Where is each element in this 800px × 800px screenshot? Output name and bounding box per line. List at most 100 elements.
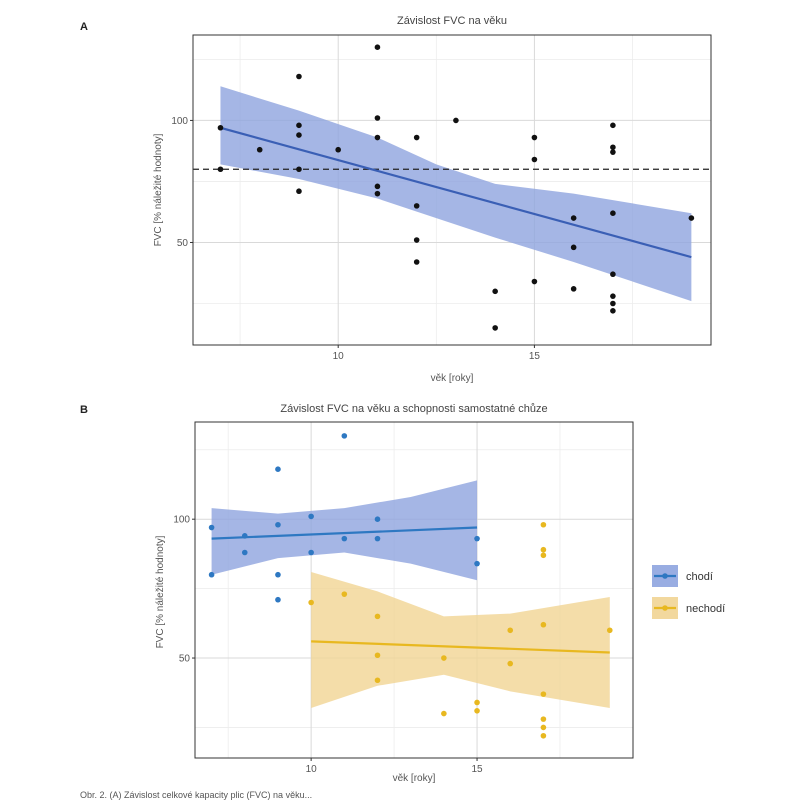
data-point: [374, 134, 381, 141]
data-point: [606, 627, 613, 634]
chart-a-plot: 10 15 50 100: [171, 34, 712, 362]
data-point: [507, 660, 514, 667]
x-tick-label: 10: [306, 764, 318, 775]
data-point: [570, 286, 577, 292]
data-point: [570, 244, 577, 251]
data-point: [531, 156, 538, 163]
chart-b-legend: chodí nechodí: [652, 565, 725, 619]
plot-frame: [194, 421, 634, 759]
data-point: [308, 513, 314, 520]
data-point: [374, 613, 381, 620]
data-point: [540, 621, 547, 628]
y-tick-label: 100: [171, 116, 188, 127]
y-tick-label: 50: [177, 238, 189, 249]
data-point: [296, 132, 302, 138]
data-point: [256, 146, 263, 153]
data-point: [570, 215, 577, 221]
data-point: [341, 591, 348, 597]
x-tick-label: 15: [529, 351, 541, 362]
data-point: [208, 524, 215, 531]
chart-a-ylabel: FVC [% náležité hodnoty]: [153, 133, 164, 246]
data-point: [241, 549, 248, 556]
plot-frame: [192, 34, 712, 346]
plot-background: [195, 422, 633, 758]
data-point: [413, 203, 420, 209]
data-point: [335, 146, 341, 153]
legend-key-point: [662, 573, 668, 579]
data-point: [540, 546, 547, 553]
data-point: [374, 183, 381, 190]
x-tick-label: 15: [471, 764, 483, 775]
data-point: [374, 516, 381, 522]
data-point: [474, 560, 480, 567]
data-point: [217, 124, 224, 131]
data-point: [474, 699, 480, 706]
panel-b-letter: B: [80, 404, 88, 416]
data-point: [610, 210, 616, 216]
data-point: [492, 288, 498, 295]
panel-a-letter: A: [80, 21, 88, 33]
data-point: [413, 237, 420, 243]
data-point: [341, 535, 348, 542]
chart-a-title: Závislost FVC na věku: [397, 15, 507, 27]
y-tick-label: 100: [173, 515, 190, 526]
legend-label: chodí: [686, 571, 713, 583]
data-point: [275, 521, 281, 528]
x-tick-label: 10: [333, 351, 345, 362]
data-point: [610, 300, 616, 307]
data-point: [531, 134, 538, 141]
fit-line-chodí: [211, 526, 478, 540]
data-point: [610, 308, 616, 314]
fit-line-all: [220, 126, 692, 259]
chart-b-plot: 10 15 50 100: [173, 421, 634, 775]
data-point: [474, 535, 480, 542]
data-point: [531, 278, 538, 285]
data-point: [296, 73, 302, 80]
data-point: [413, 259, 420, 265]
figure-caption: Obr. 2. (A) Závislost celkové kapacity p…: [80, 790, 312, 800]
chart-b-xlabel: věk [roky]: [393, 773, 436, 784]
data-point: [441, 655, 447, 661]
data-point: [275, 466, 281, 473]
data-point: [540, 724, 547, 731]
fit-line-nechodí: [311, 640, 610, 654]
data-point: [296, 188, 302, 195]
data-point: [688, 215, 695, 221]
data-point: [413, 134, 420, 141]
chart-a-xlabel: věk [roky]: [431, 373, 474, 384]
confidence-band-nechodí: [311, 571, 610, 709]
legend-key-point: [662, 605, 668, 611]
data-point: [308, 549, 314, 556]
data-point: [374, 190, 381, 197]
data-point: [308, 599, 314, 606]
data-point: [453, 117, 459, 124]
data-point: [341, 433, 348, 439]
data-point: [540, 552, 547, 559]
data-point: [208, 571, 215, 578]
chart-b-title: Závislost FVC na věku a schopnosti samos…: [280, 403, 547, 415]
data-point: [296, 166, 302, 173]
data-point: [217, 166, 224, 173]
data-point: [374, 44, 381, 51]
data-point: [507, 627, 514, 634]
y-tick-label: 50: [179, 654, 191, 665]
confidence-band-chodí: [211, 480, 478, 581]
chart-b-ylabel: FVC [% náležité hodnoty]: [155, 535, 166, 648]
data-point: [492, 325, 498, 331]
data-point: [374, 115, 381, 121]
data-point: [275, 571, 281, 578]
data-point: [540, 732, 547, 739]
data-point: [374, 535, 381, 542]
data-point: [296, 122, 302, 129]
data-point: [441, 710, 447, 717]
data-point: [540, 716, 547, 722]
data-point: [374, 677, 381, 684]
data-point: [610, 271, 616, 278]
data-point: [610, 144, 616, 151]
data-point: [241, 533, 248, 539]
data-point: [610, 293, 616, 299]
data-point: [610, 149, 616, 155]
data-point: [540, 521, 547, 528]
data-point: [374, 652, 381, 659]
